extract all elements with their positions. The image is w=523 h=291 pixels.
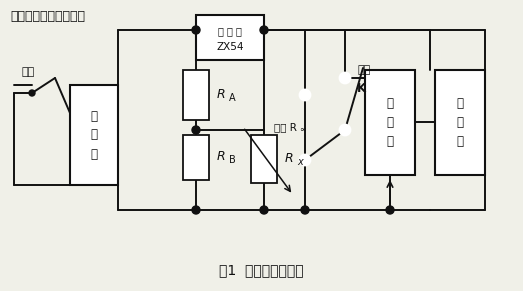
Circle shape [260, 26, 268, 34]
Text: 测量: 测量 [357, 65, 370, 75]
Circle shape [192, 206, 200, 214]
Circle shape [386, 206, 394, 214]
Text: K: K [357, 81, 366, 95]
Text: 校正 R: 校正 R [274, 122, 297, 132]
Circle shape [192, 26, 200, 34]
Text: R: R [217, 150, 225, 164]
Text: 电导电极接口接电阻箱: 电导电极接口接电阻箱 [10, 10, 85, 23]
Circle shape [339, 125, 350, 136]
Circle shape [192, 126, 200, 134]
Text: 指
示
器: 指 示 器 [457, 97, 463, 148]
Text: ZX54: ZX54 [216, 42, 244, 52]
Bar [435, 70, 485, 175]
Bar [70, 85, 118, 185]
Text: B: B [229, 155, 236, 165]
Text: 放
大
器: 放 大 器 [386, 97, 393, 148]
Text: R: R [285, 152, 293, 166]
Text: A: A [229, 93, 236, 103]
Circle shape [339, 72, 350, 84]
Bar [365, 70, 415, 175]
Text: 图1  电导率仪方框图: 图1 电导率仪方框图 [219, 263, 303, 277]
Circle shape [29, 90, 35, 96]
Text: x: x [297, 157, 303, 167]
Text: 电源: 电源 [22, 67, 35, 77]
Circle shape [300, 155, 311, 166]
Circle shape [260, 206, 268, 214]
Bar [251, 135, 277, 183]
Bar [196, 15, 264, 60]
Circle shape [300, 90, 311, 100]
Text: R: R [217, 88, 225, 102]
Text: ∞: ∞ [299, 125, 306, 134]
Text: 发
振
器: 发 振 器 [90, 109, 97, 161]
Bar [183, 70, 209, 120]
Bar [183, 135, 209, 180]
Text: 电 阻 箱: 电 阻 箱 [218, 26, 242, 36]
Circle shape [301, 206, 309, 214]
